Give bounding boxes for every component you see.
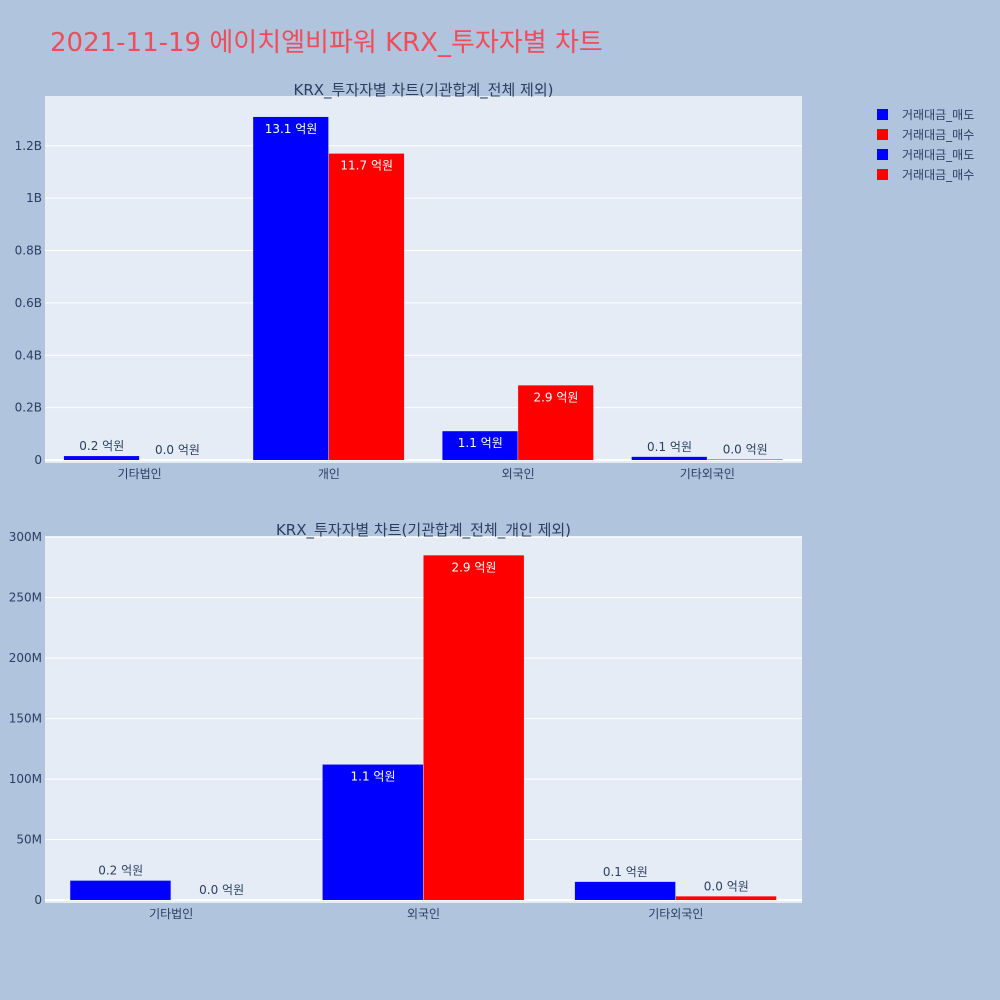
data-label: 13.1 억원 [265,122,318,136]
legend-swatch [877,169,888,180]
y-tick-label: 300M [9,530,42,544]
plot-area [45,96,802,463]
y-tick-label: 0.8B [15,244,42,258]
data-label: 0.0 억원 [199,883,244,897]
y-tick-label: 1.2B [15,139,42,153]
y-tick-label: 250M [9,591,42,605]
data-label: 2.9 억원 [533,390,578,404]
legend-swatch [877,109,888,120]
x-tick-label: 기타외국인 [680,467,735,481]
page-title: 2021-11-19 에이치엘비파워 KRX_투자자별 차트 [50,28,603,58]
y-tick-label: 100M [9,772,42,786]
legend-swatch [877,129,888,140]
bar [707,459,783,460]
y-tick-label: 200M [9,651,42,665]
y-tick-label: 0.6B [15,296,42,310]
x-tick-label: 개인 [318,467,340,481]
data-label: 0.0 억원 [704,879,749,893]
legend-label: 거래대금_매수 [902,128,974,142]
bar [442,431,518,460]
chart-panel-1: 0 0.2B 0.4B 0.6B 0.8B 1B 1.2B KRX_투자자별 차트(기관합계_… [15,81,802,481]
data-label: 0.0 억원 [723,442,768,456]
y-tick-label: 0.4B [15,348,42,362]
y-tick-label: 150M [9,712,42,726]
x-tick-label: 기타외국인 [648,907,703,921]
data-label: 0.2 억원 [79,439,124,453]
bar [328,153,405,460]
bar [70,880,171,900]
y-tick-label: 0 [34,893,42,907]
y-tick-label: 0 [34,453,42,467]
y-tick-label: 1B [26,191,42,205]
legend-swatch [877,149,888,160]
data-label: 0.0 억원 [155,443,200,457]
bar [518,385,594,460]
y-tick-label: 0.2B [15,401,42,415]
data-label: 1.1 억원 [351,770,396,784]
bar [423,555,524,900]
x-tick-label: 기타법인 [118,467,162,481]
bar [63,456,140,460]
bar [675,896,777,900]
chart-title: KRX_투자자별 차트(기관합계_전체_개인 제외) [276,521,571,540]
legend-label: 거래대금_매도 [902,148,974,162]
bar [631,456,707,460]
data-label: 2.9 억원 [451,560,496,574]
legend-label: 거래대금_매도 [902,108,974,122]
bar [574,881,676,900]
bar [322,764,423,900]
data-label: 1.1 억원 [458,436,503,450]
data-label: 0.1 억원 [603,865,648,879]
x-tick-label: 기타법인 [149,907,193,921]
data-label: 0.1 억원 [647,440,692,454]
x-tick-label: 외국인 [502,467,535,481]
bar [253,116,329,460]
y-tick-label: 50M [16,833,42,847]
chart-panel-2: 0 50M 100M 150M 200M 250M 300M KRX_투자자별 차트(기관합계… [9,521,802,921]
legend-label: 거래대금_매수 [902,168,974,182]
chart-title: KRX_투자자별 차트(기관합계_전체 제외) [294,81,554,100]
x-tick-label: 외국인 [407,907,440,921]
data-label: 0.2 억원 [98,864,143,878]
data-label: 11.7 억원 [340,159,393,173]
